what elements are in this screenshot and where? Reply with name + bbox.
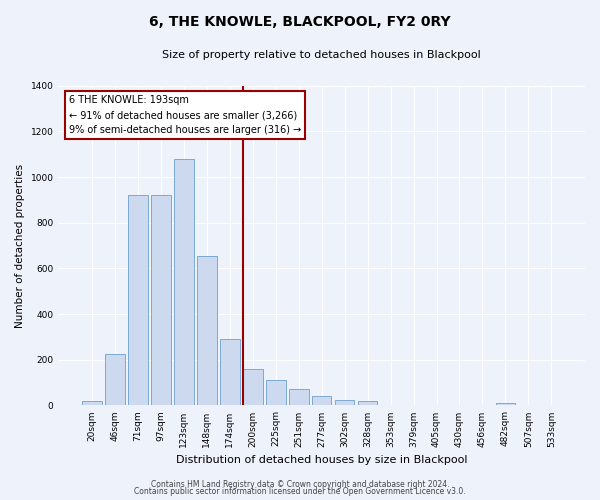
Y-axis label: Number of detached properties: Number of detached properties (15, 164, 25, 328)
Text: 6, THE KNOWLE, BLACKPOOL, FY2 0RY: 6, THE KNOWLE, BLACKPOOL, FY2 0RY (149, 15, 451, 29)
Bar (289, 390, 308, 406)
Bar (266, 380, 286, 406)
Bar (243, 369, 263, 406)
Text: 6 THE KNOWLE: 193sqm
← 91% of detached houses are smaller (3,266)
9% of semi-det: 6 THE KNOWLE: 193sqm ← 91% of detached h… (69, 96, 301, 135)
Bar (128, 196, 148, 406)
Title: Size of property relative to detached houses in Blackpool: Size of property relative to detached ho… (163, 50, 481, 60)
Text: Contains public sector information licensed under the Open Government Licence v3: Contains public sector information licen… (134, 487, 466, 496)
Bar (335, 400, 355, 406)
Text: Contains HM Land Registry data © Crown copyright and database right 2024.: Contains HM Land Registry data © Crown c… (151, 480, 449, 489)
Bar (82, 401, 102, 406)
Bar (220, 339, 239, 406)
Bar (174, 159, 194, 406)
Bar (106, 354, 125, 406)
Bar (312, 396, 331, 406)
Bar (151, 196, 171, 406)
Bar (358, 401, 377, 406)
Bar (496, 403, 515, 406)
Bar (197, 256, 217, 406)
X-axis label: Distribution of detached houses by size in Blackpool: Distribution of detached houses by size … (176, 455, 467, 465)
